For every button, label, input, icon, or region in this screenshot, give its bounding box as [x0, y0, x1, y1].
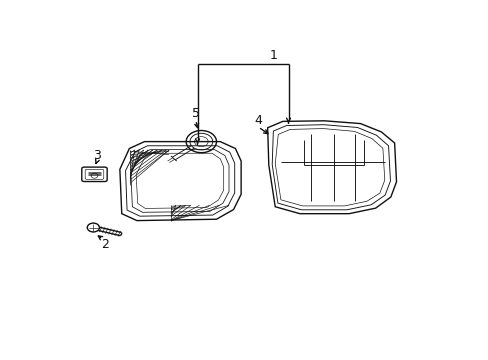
Text: 4: 4 — [254, 114, 262, 127]
Text: 3: 3 — [93, 149, 101, 162]
Text: 1: 1 — [269, 49, 277, 62]
Text: 5: 5 — [191, 107, 199, 120]
Text: 2: 2 — [101, 238, 108, 251]
